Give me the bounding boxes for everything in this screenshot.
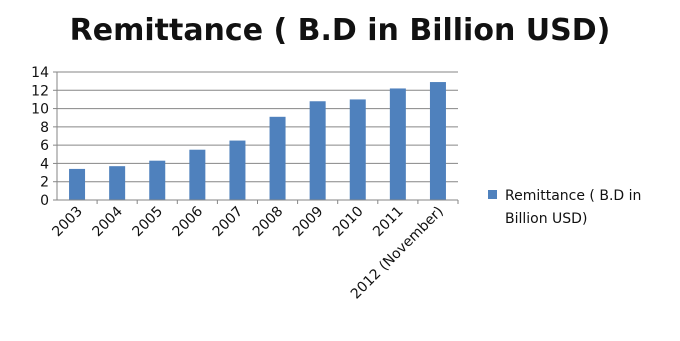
x-tick-label: 2005 — [130, 204, 167, 241]
x-tick-label: 2007 — [210, 204, 247, 241]
bars — [69, 82, 446, 200]
bar-2007 — [229, 140, 246, 200]
bar-2005 — [149, 160, 166, 200]
legend: Remittance ( B.D in Billion USD) — [488, 188, 641, 227]
y-tick-label: 12 — [31, 83, 49, 99]
x-tick-label: 2006 — [170, 203, 207, 240]
axes — [56, 72, 458, 201]
bar-2009 — [309, 101, 326, 200]
x-tick-labels: 2003 2004 2005 2006 2007 2008 2009 2010 20112012… — [49, 203, 446, 302]
bar-2010 — [349, 99, 366, 200]
y-tick-label: 0 — [40, 193, 49, 209]
y-tick-label: 10 — [31, 102, 49, 118]
legend-swatch — [488, 190, 497, 199]
x-tick-label: 2004 — [89, 203, 126, 240]
x-tick-label: 2003 — [49, 204, 86, 241]
bar-2011 — [389, 88, 406, 200]
y-tick-labels: 0 2 4 6 8 10 12 14 — [31, 65, 49, 209]
bar-2012 — [429, 82, 446, 200]
x-tick-label: 2010 — [330, 204, 367, 241]
y-tick-label: 2 — [40, 175, 49, 191]
legend-label-line-2: Billion USD) — [505, 211, 587, 227]
bar-2004 — [109, 166, 126, 200]
x-tick-label: 2009 — [290, 204, 327, 241]
y-tick-label: 4 — [40, 156, 49, 172]
legend-label-line-1: Remittance ( B.D in — [505, 188, 641, 204]
y-tick-label: 14 — [31, 65, 49, 81]
y-tick-label: 8 — [40, 120, 49, 136]
y-tick-label: 6 — [40, 138, 49, 154]
x-tick-label: 2011 — [370, 204, 407, 241]
bar-2006 — [189, 149, 206, 200]
chart-title: Remittance ( B.D in Billion USD) — [70, 13, 611, 48]
bar-2003 — [69, 168, 86, 200]
bar-2008 — [269, 116, 286, 200]
x-tick-label: 2008 — [250, 204, 287, 241]
